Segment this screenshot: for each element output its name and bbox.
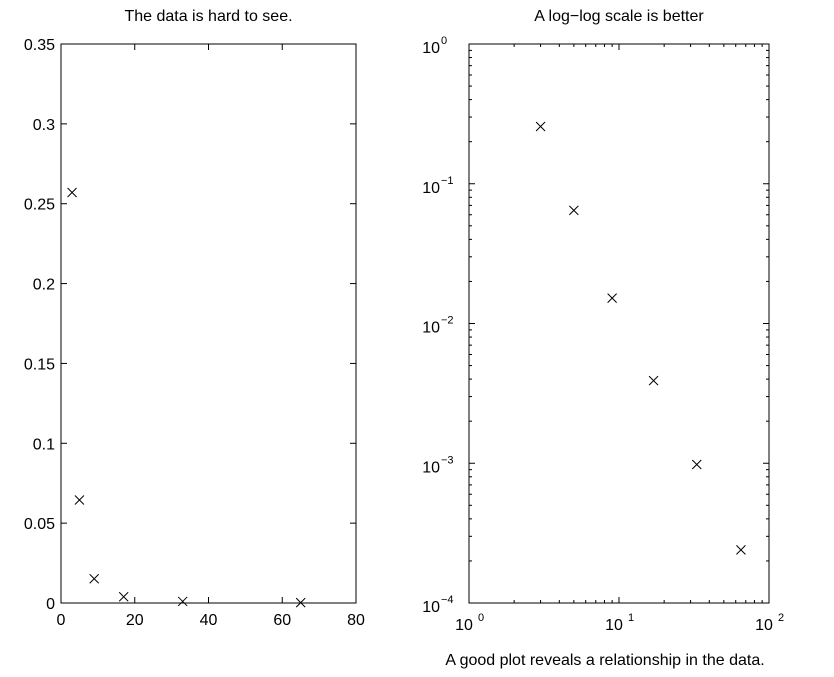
data-point-marker [118,591,129,602]
y-tick-label: 0.2 [33,277,55,294]
data-point-marker [568,205,579,216]
y-tick-label: 10 [422,180,440,197]
data-point-marker [89,573,100,584]
data-point-marker [648,375,659,386]
data-point-marker [736,545,746,555]
y-tick-exponent: −4 [441,594,454,606]
data-point-marker [607,293,617,303]
x-tick-label: 60 [273,612,291,629]
y-tick-label: 0.15 [24,356,55,373]
axes-box [468,43,770,604]
x-tick-label: 40 [200,612,218,629]
x-tick-label: 0 [57,612,66,629]
y-tick-label: 0.05 [24,516,55,533]
y-tick-label: 10 [422,320,440,337]
x-tick-label: 10 [605,617,623,634]
chart-title: A log−log scale is better [534,8,704,25]
y-tick-exponent: −3 [441,454,454,466]
y-tick-exponent: −1 [441,175,454,187]
y-tick-exponent: −2 [441,315,454,327]
left-linear-plot: The data is hard to see. 0 20 40 60 80 0 0.05 0.… [24,8,365,629]
x-tick-label: 10 [755,617,773,634]
data-point-marker [177,596,188,607]
y-tick-label: 0.3 [33,117,55,134]
x-tick-label: 80 [347,612,365,629]
y-tick-exponent: 0 [441,35,447,47]
x-tick-label: 20 [126,612,144,629]
axes-box [60,43,357,604]
data-point-marker [67,187,77,198]
y-tick-label: 0.35 [24,37,55,54]
figure-caption: A good plot reveals a relationship in th… [445,652,765,669]
y-tick-label: 10 [422,40,440,57]
y-tick-label: 0 [46,596,55,613]
x-tick-exponent: 2 [778,612,784,624]
x-tick-exponent: 0 [478,612,484,624]
x-tick-exponent: 1 [628,612,634,624]
y-tick-label: 0.1 [33,436,55,453]
data-point-marker [295,597,306,608]
y-tick-label: 10 [422,459,440,476]
y-tick-label: 10 [422,599,440,616]
y-tick-label: 0.25 [24,197,55,214]
x-tick-label: 10 [455,617,473,634]
data-point-marker [691,459,702,470]
data-point-marker [74,495,85,505]
chart-title: The data is hard to see. [124,8,292,25]
data-point-marker [535,121,546,132]
